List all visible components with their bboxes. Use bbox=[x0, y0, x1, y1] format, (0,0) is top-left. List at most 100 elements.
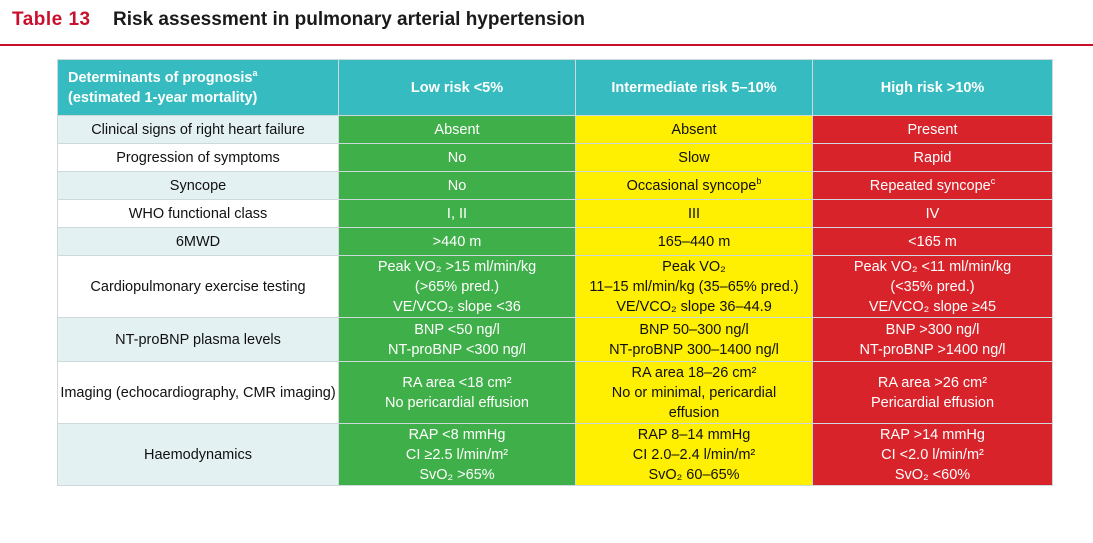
high-risk-value: <165 m bbox=[908, 233, 957, 250]
table-row: Progression of symptoms No Slow Rapid bbox=[57, 143, 1053, 172]
table-header: Table 13 Risk assessment in pulmonary ar… bbox=[0, 0, 1093, 46]
high-risk-value: BNP >300 ng/l bbox=[885, 321, 980, 338]
row-label: Progression of symptoms bbox=[57, 143, 339, 172]
intermediate-risk-cell: III bbox=[575, 199, 813, 228]
high-risk-value: RA area >26 cm² bbox=[877, 374, 988, 391]
high-risk-value: IV bbox=[925, 205, 940, 222]
table-row: 6MWD >440 m 165–440 m <165 m bbox=[57, 227, 1053, 256]
high-risk-value: Rapid bbox=[913, 149, 952, 166]
column-header-determinants: Determinants of prognosisa (estimated 1-… bbox=[57, 59, 339, 116]
intermediate-risk-cell: Peak VO₂ 11–15 ml/min/kg (35–65% pred.) VE… bbox=[575, 255, 813, 318]
intermediate-risk-value: 11–15 ml/min/kg (35–65% pred.) bbox=[589, 278, 799, 295]
low-risk-cell: BNP <50 ng/l NT-proBNP <300 ng/l bbox=[338, 317, 576, 362]
intermediate-risk-value: BNP 50–300 ng/l bbox=[639, 321, 749, 338]
intermediate-risk-value: NT-proBNP 300–1400 ng/l bbox=[609, 341, 779, 358]
low-risk-cell: >440 m bbox=[338, 227, 576, 256]
low-risk-value: No pericardial effusion bbox=[384, 394, 529, 411]
high-risk-cell: IV bbox=[812, 199, 1053, 228]
low-risk-value: Peak VO₂ >15 ml/min/kg bbox=[377, 258, 537, 275]
table-row: Clinical signs of right heart failure Abs… bbox=[57, 115, 1053, 144]
low-risk-cell: RAP <8 mmHg CI ≥2.5 l/min/m² SvO₂ >65% bbox=[338, 423, 576, 486]
intermediate-risk-cell: Absent bbox=[575, 115, 813, 144]
intermediate-risk-value: SvO₂ 60–65% bbox=[648, 466, 740, 483]
intermediate-risk-value: 165–440 m bbox=[657, 233, 731, 250]
high-risk-value: CI <2.0 l/min/m² bbox=[881, 446, 984, 463]
table-number: Table 13 bbox=[12, 9, 91, 30]
intermediate-risk-value: Peak VO₂ bbox=[662, 258, 726, 275]
table-row: Syncope No Occasional syncopeb Repeated syn… bbox=[57, 171, 1053, 200]
row-label: Cardiopulmonary exercise testing bbox=[57, 255, 339, 318]
low-risk-cell: I, II bbox=[338, 199, 576, 228]
intermediate-risk-value: Slow bbox=[678, 149, 710, 166]
low-risk-value: CI ≥2.5 l/min/m² bbox=[405, 446, 509, 463]
determinants-line1: Determinants of prognosis bbox=[68, 69, 253, 86]
high-risk-value: SvO₂ <60% bbox=[894, 466, 971, 483]
table-title: Risk assessment in pulmonary arterial hy… bbox=[113, 9, 586, 30]
intermediate-risk-cell: RA area 18–26 cm² No or minimal, pericard… bbox=[575, 361, 813, 424]
high-risk-cell: BNP >300 ng/l NT-proBNP >1400 ng/l bbox=[812, 317, 1053, 362]
high-risk-cell: Repeated syncopec bbox=[812, 171, 1053, 200]
low-risk-cell: No bbox=[338, 171, 576, 200]
low-risk-value: RAP <8 mmHg bbox=[408, 426, 506, 443]
high-risk-value: Pericardial effusion bbox=[870, 394, 995, 411]
table-row: Cardiopulmonary exercise testing Peak VO₂… bbox=[57, 255, 1053, 318]
determinants-line2: (estimated 1-year mortality) bbox=[68, 89, 258, 106]
high-risk-value: VE/VCO₂ slope ≥45 bbox=[868, 298, 997, 315]
high-risk-cell: RA area >26 cm² Pericardial effusion bbox=[812, 361, 1053, 424]
low-risk-cell: Absent bbox=[338, 115, 576, 144]
low-risk-value: Absent bbox=[434, 121, 480, 138]
table-row: Imaging (echocardiography, CMR imaging) R… bbox=[57, 361, 1053, 424]
high-risk-cell: Rapid bbox=[812, 143, 1053, 172]
low-risk-value: (>65% pred.) bbox=[414, 278, 500, 295]
table-row: WHO functional class I, II III IV bbox=[57, 199, 1053, 228]
header-row: Determinants of prognosisa (estimated 1-… bbox=[57, 59, 1053, 116]
intermediate-risk-value: VE/VCO₂ slope 36–44.9 bbox=[616, 298, 772, 315]
low-risk-value: No bbox=[447, 149, 467, 166]
intermediate-risk-value: III bbox=[687, 205, 701, 222]
intermediate-risk-value: No or minimal, pericardial bbox=[611, 384, 777, 401]
low-risk-value: No bbox=[447, 177, 467, 194]
intermediate-risk-cell: BNP 50–300 ng/l NT-proBNP 300–1400 ng/l bbox=[575, 317, 813, 362]
low-risk-cell: No bbox=[338, 143, 576, 172]
low-risk-value: RA area <18 cm² bbox=[402, 374, 512, 391]
row-label: Imaging (echocardiography, CMR imaging) bbox=[57, 361, 339, 424]
intermediate-risk-value: RA area 18–26 cm² bbox=[631, 364, 757, 381]
low-risk-value: NT-proBNP <300 ng/l bbox=[388, 341, 526, 358]
table-row: NT-proBNP plasma levels BNP <50 ng/l NT-pr… bbox=[57, 317, 1053, 362]
low-risk-value: >440 m bbox=[432, 233, 482, 250]
row-label: Clinical signs of right heart failure bbox=[57, 115, 339, 144]
intermediate-risk-cell: 165–440 m bbox=[575, 227, 813, 256]
low-risk-value: SvO₂ >65% bbox=[419, 466, 495, 483]
low-risk-value: BNP <50 ng/l bbox=[414, 321, 500, 338]
footnote-marker: c bbox=[990, 175, 996, 186]
intermediate-risk-value: effusion bbox=[668, 404, 720, 421]
intermediate-risk-value: CI 2.0–2.4 l/min/m² bbox=[632, 446, 756, 463]
intermediate-risk-cell: RAP 8–14 mmHg CI 2.0–2.4 l/min/m² SvO₂ 60–… bbox=[575, 423, 813, 486]
footnote-marker: b bbox=[756, 175, 762, 186]
high-risk-value: Present bbox=[907, 121, 958, 138]
high-risk-cell: <165 m bbox=[812, 227, 1053, 256]
high-risk-value: (<35% pred.) bbox=[890, 278, 975, 295]
intermediate-risk-cell: Slow bbox=[575, 143, 813, 172]
row-label: NT-proBNP plasma levels bbox=[57, 317, 339, 362]
low-risk-value: I, II bbox=[446, 205, 468, 222]
high-risk-line: Repeated syncopec bbox=[813, 176, 1052, 196]
high-risk-value: NT-proBNP >1400 ng/l bbox=[859, 341, 1006, 358]
column-header-low-risk: Low risk <5% bbox=[338, 59, 576, 116]
high-risk-value: Repeated syncope bbox=[869, 177, 991, 194]
intermediate-risk-value: Occasional syncope bbox=[626, 177, 757, 194]
row-label: WHO functional class bbox=[57, 199, 339, 228]
row-label: 6MWD bbox=[57, 227, 339, 256]
table-row: Haemodynamics RAP <8 mmHg CI ≥2.5 l/min/m²… bbox=[57, 423, 1053, 486]
intermediate-risk-cell: Occasional syncopeb bbox=[575, 171, 813, 200]
row-label: Haemodynamics bbox=[57, 423, 339, 486]
column-header-intermediate-risk: Intermediate risk 5–10% bbox=[575, 59, 813, 116]
low-risk-value: VE/VCO₂ slope <36 bbox=[393, 298, 521, 315]
high-risk-cell: Peak VO₂ <11 ml/min/kg (<35% pred.) VE/VCO… bbox=[812, 255, 1053, 318]
column-header-high-risk: High risk >10% bbox=[812, 59, 1053, 116]
row-label: Syncope bbox=[57, 171, 339, 200]
risk-assessment-table: Determinants of prognosisa (estimated 1-… bbox=[57, 59, 1053, 486]
determinants-footnote: a bbox=[252, 67, 258, 78]
high-risk-value: RAP >14 mmHg bbox=[880, 426, 985, 443]
intermediate-risk-value: RAP 8–14 mmHg bbox=[637, 426, 751, 443]
